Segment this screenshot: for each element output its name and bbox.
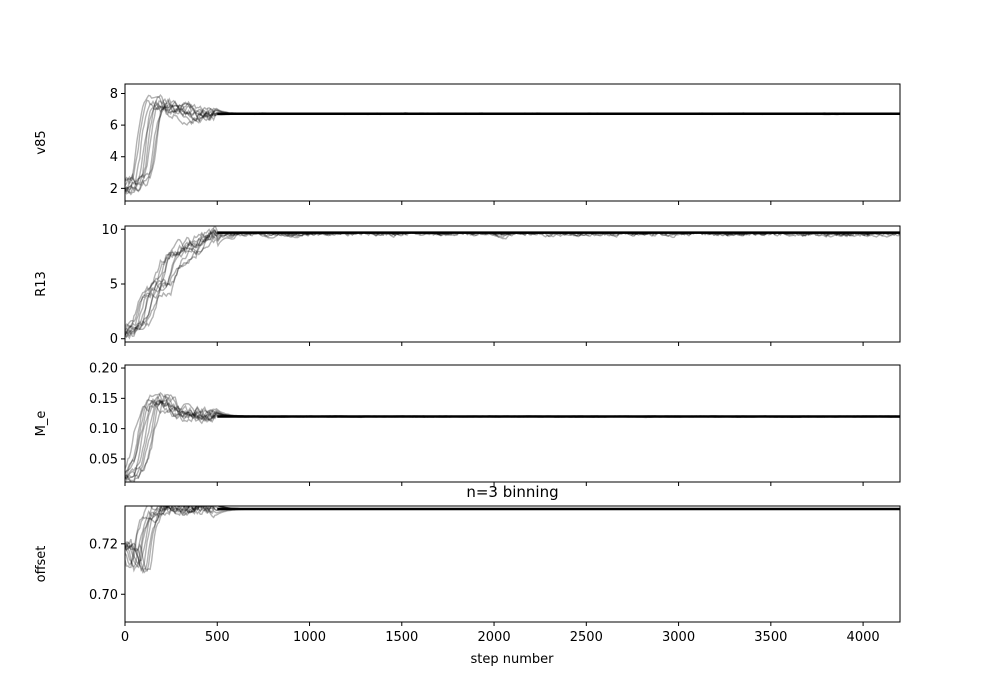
- x-tick-label: 2000: [478, 630, 511, 645]
- y-axis-label: R13: [34, 271, 49, 297]
- y-axis-label: v85: [34, 130, 49, 154]
- y-tick-label: 2: [110, 182, 118, 197]
- y-axis-label: M_e: [34, 411, 49, 437]
- y-tick-label: 0.05: [89, 452, 118, 467]
- x-tick-label: 3500: [754, 630, 787, 645]
- walkers-group: [125, 93, 900, 196]
- y-tick-label: 0.70: [89, 588, 118, 603]
- x-tick-label: 500: [205, 630, 230, 645]
- axes-frame: [124, 505, 901, 623]
- walkers-group: [125, 391, 900, 482]
- y-tick-label: 0.20: [89, 362, 118, 377]
- subplot-title: n=3 binning: [466, 483, 558, 501]
- x-tick-label: 1000: [293, 630, 326, 645]
- walkers-group: [125, 506, 900, 574]
- y-tick-label: 0.15: [89, 392, 118, 407]
- x-tick-label: 0: [121, 630, 129, 645]
- subplots-group: 2 4 6 8 v85 0 5 10 R13 0.05 0.10 0.15 0.20 M_e 0.70 0.7…: [34, 83, 901, 645]
- y-axis-label: offset: [34, 546, 49, 583]
- y-tick-label: 8: [110, 87, 118, 102]
- y-tick-label: 5: [110, 278, 118, 293]
- y-tick-label: 0.72: [89, 537, 118, 552]
- y-tick-label: 6: [110, 119, 118, 134]
- x-axis-label: step number: [471, 652, 555, 667]
- axes-frame: [124, 83, 901, 202]
- y-tick-label: 0: [110, 332, 118, 347]
- x-tick-label: 3000: [662, 630, 695, 645]
- y-tick-label: 10: [101, 223, 118, 238]
- x-tick-label: 2500: [570, 630, 603, 645]
- y-tick-label: 0.10: [89, 422, 118, 437]
- axes-frame: [124, 364, 901, 483]
- x-tick-label: 1500: [385, 630, 418, 645]
- x-tick-label: 4000: [847, 630, 880, 645]
- y-tick-label: 4: [110, 150, 118, 165]
- walkers-group: [125, 226, 900, 340]
